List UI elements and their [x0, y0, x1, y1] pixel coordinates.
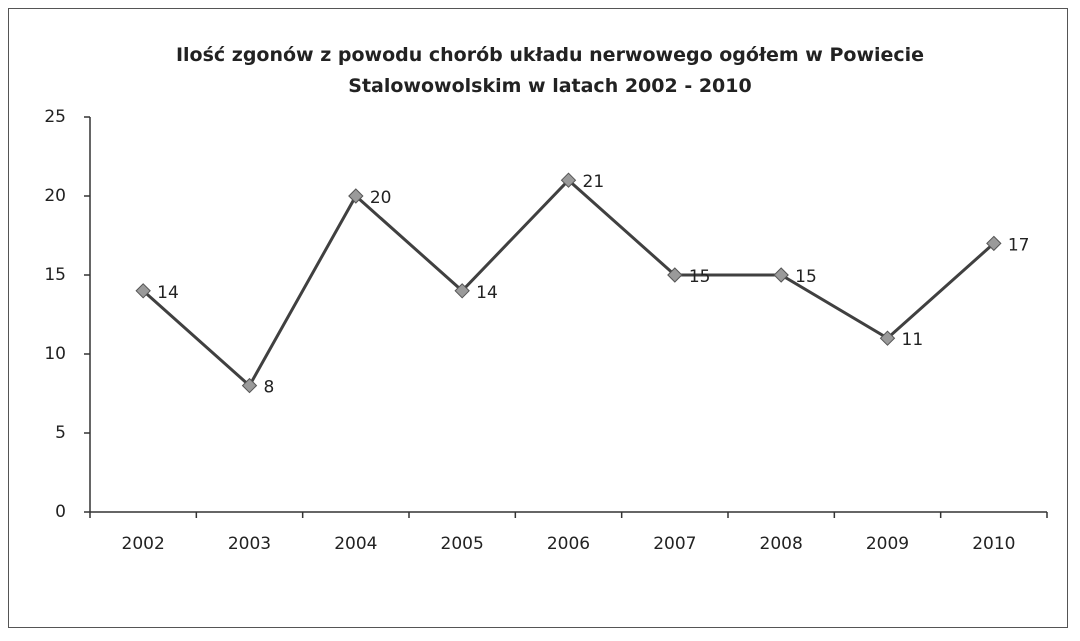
- x-tick-label: 2009: [866, 534, 909, 554]
- marker: [879, 330, 896, 346]
- x-tick-label: 2004: [334, 534, 377, 554]
- data-label: 15: [795, 267, 817, 287]
- chart-title: Ilość zgonów z powodu chorób układu nerw…: [175, 44, 925, 97]
- data-label: 14: [476, 283, 498, 303]
- data-label: 21: [583, 172, 605, 192]
- x-tick-label: 2005: [441, 534, 484, 554]
- marker: [348, 188, 364, 204]
- x-tick-label: 2006: [547, 534, 590, 554]
- x-tick-label: 2010: [972, 534, 1015, 554]
- y-tick-label: 5: [55, 423, 66, 443]
- marker: [986, 235, 1002, 252]
- marker: [241, 377, 258, 394]
- data-label: 14: [157, 283, 179, 303]
- y-tick-label: 10: [44, 344, 66, 364]
- marker: [773, 267, 789, 283]
- x-tick-label: 2007: [653, 534, 696, 554]
- data-label: 15: [689, 267, 711, 287]
- data-label: 20: [370, 188, 392, 208]
- data-label: 11: [902, 330, 924, 350]
- marker: [135, 283, 151, 299]
- data-label: 17: [1008, 235, 1030, 255]
- x-tick-label: 2003: [228, 534, 271, 554]
- marker: [667, 267, 683, 283]
- y-tick-label: 0: [55, 502, 66, 522]
- marker: [454, 283, 470, 299]
- y-tick-label: 20: [44, 186, 66, 206]
- series-line: [142, 178, 995, 388]
- y-tick-label: 15: [44, 265, 66, 285]
- x-tick-label: 2002: [122, 534, 165, 554]
- x-tick-label: 2008: [760, 534, 803, 554]
- data-label: 8: [264, 378, 275, 398]
- chart-frame: [8, 8, 1068, 628]
- y-tick-label: 25: [44, 107, 66, 127]
- marker: [560, 172, 577, 188]
